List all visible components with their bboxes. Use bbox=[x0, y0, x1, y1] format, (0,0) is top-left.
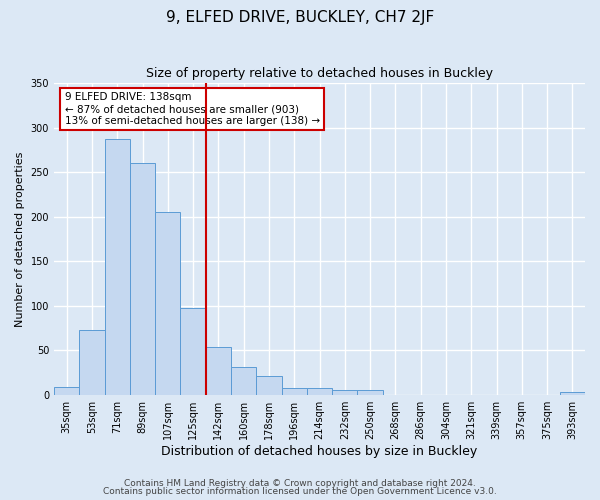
Bar bbox=[79, 330, 104, 394]
Y-axis label: Number of detached properties: Number of detached properties bbox=[15, 151, 25, 326]
Bar bbox=[104, 139, 130, 394]
Bar bbox=[206, 346, 231, 395]
Bar bbox=[332, 390, 358, 394]
Bar bbox=[358, 390, 383, 394]
Text: Contains HM Land Registry data © Crown copyright and database right 2024.: Contains HM Land Registry data © Crown c… bbox=[124, 478, 476, 488]
Title: Size of property relative to detached houses in Buckley: Size of property relative to detached ho… bbox=[146, 68, 493, 80]
Bar bbox=[256, 376, 281, 394]
Bar bbox=[281, 388, 307, 394]
Text: Contains public sector information licensed under the Open Government Licence v3: Contains public sector information licen… bbox=[103, 487, 497, 496]
Bar bbox=[307, 388, 332, 394]
X-axis label: Distribution of detached houses by size in Buckley: Distribution of detached houses by size … bbox=[161, 444, 478, 458]
Bar bbox=[54, 386, 79, 394]
Bar bbox=[130, 163, 155, 394]
Bar bbox=[560, 392, 585, 394]
Text: 9, ELFED DRIVE, BUCKLEY, CH7 2JF: 9, ELFED DRIVE, BUCKLEY, CH7 2JF bbox=[166, 10, 434, 25]
Bar bbox=[155, 212, 181, 394]
Bar bbox=[231, 367, 256, 394]
Bar bbox=[181, 308, 206, 394]
Text: 9 ELFED DRIVE: 138sqm
← 87% of detached houses are smaller (903)
13% of semi-det: 9 ELFED DRIVE: 138sqm ← 87% of detached … bbox=[65, 92, 320, 126]
